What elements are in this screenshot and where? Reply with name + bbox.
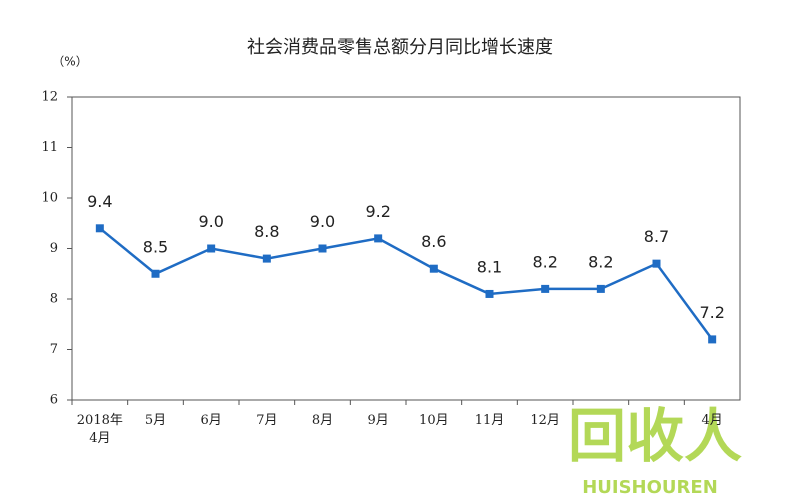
data-label: 9.0 — [198, 212, 223, 231]
data-label: 9.4 — [87, 192, 112, 211]
x-tick-label: 9月 — [367, 413, 389, 428]
y-tick-label: 11 — [41, 140, 58, 155]
x-tick-label: 2018年 4月 — [76, 413, 123, 446]
point — [541, 284, 550, 293]
x-tick-label: 11月 — [474, 413, 505, 428]
data-label: 8.8 — [254, 222, 279, 241]
point — [652, 259, 661, 268]
data-label: 8.2 — [588, 252, 613, 271]
y-tick-label: 9 — [50, 241, 58, 256]
watermark-sub: HUISHOUREN — [582, 477, 718, 498]
point — [429, 264, 438, 273]
data-label: 9.0 — [310, 212, 335, 231]
x-tick-label: 5月 — [144, 413, 167, 428]
x-tick-label: 4月 — [701, 413, 723, 428]
chart-title: 社会消费品零售总额分月同比增长速度 — [247, 37, 553, 58]
point — [485, 289, 494, 298]
point — [708, 335, 717, 344]
y-unit: （%） — [52, 55, 87, 69]
point — [151, 269, 160, 278]
point — [374, 234, 383, 243]
watermark: 回收人 — [568, 402, 742, 470]
data-label: 8.7 — [644, 227, 669, 246]
x-tick-label: 7月 — [256, 413, 278, 428]
data-label: 7.2 — [699, 303, 724, 322]
x-tick-label: 12月 — [530, 413, 560, 428]
data-label: 8.2 — [532, 252, 557, 271]
data-label: 8.6 — [421, 232, 446, 251]
data-label: 8.1 — [477, 257, 502, 276]
y-tick-label: 6 — [50, 393, 58, 408]
y-tick-label: 7 — [50, 342, 58, 357]
series-line — [99, 227, 714, 341]
data-label: 8.5 — [143, 237, 168, 256]
point — [95, 224, 104, 233]
x-tick-label: 8月 — [311, 413, 334, 428]
y-tick-label: 12 — [41, 90, 58, 105]
point — [207, 244, 216, 253]
y-tick-label: 8 — [50, 292, 58, 307]
point — [596, 284, 605, 293]
point — [318, 244, 327, 253]
point — [262, 254, 271, 263]
data-label: 9.2 — [365, 202, 390, 221]
x-tick-label: 6月 — [200, 413, 222, 428]
x-tick-label: 10月 — [419, 413, 449, 428]
plot-frame — [71, 96, 741, 401]
y-tick-label: 10 — [41, 191, 58, 206]
